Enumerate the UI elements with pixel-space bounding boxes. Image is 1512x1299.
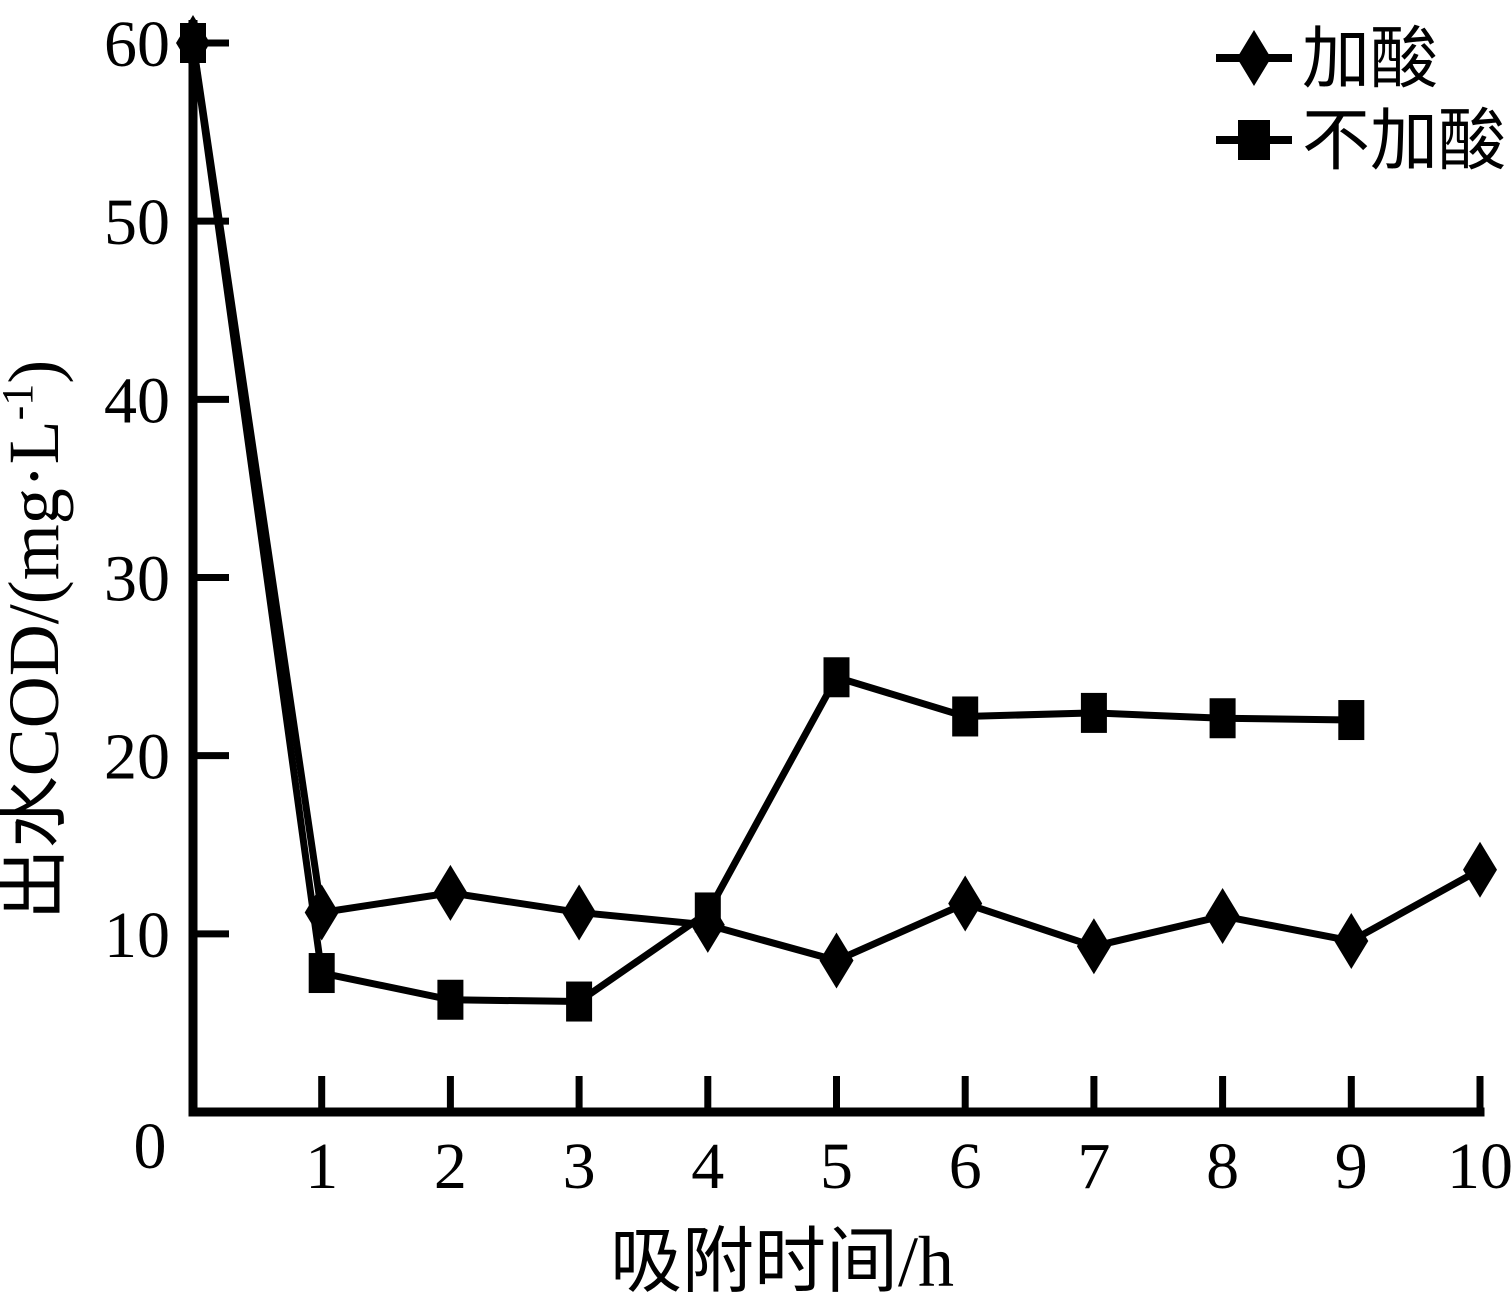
y-tick-label-60: 60 — [104, 8, 170, 81]
y-axis-title: 出水COD/(mg·L-1) — [0, 360, 74, 921]
legend-item-0: 加酸 — [1216, 21, 1438, 97]
series-0 — [176, 15, 1497, 989]
square-marker — [1080, 692, 1107, 733]
y-tick-label-40: 40 — [104, 364, 170, 437]
diamond-marker — [1463, 841, 1497, 898]
square-marker — [694, 892, 721, 933]
x-tick-label-2: 2 — [434, 1130, 467, 1203]
y-tick-label-10: 10 — [104, 899, 170, 972]
x-tick-label-3: 3 — [563, 1130, 596, 1203]
series-line — [189, 42, 1482, 965]
x-tick-label-1: 1 — [305, 1130, 338, 1203]
square-marker — [952, 696, 979, 737]
x-tick-label-5: 5 — [820, 1130, 853, 1203]
data-series — [176, 15, 1497, 1022]
y-tick-label-30: 30 — [104, 543, 170, 616]
square-marker — [1238, 120, 1270, 160]
y-tick-label-20: 20 — [104, 721, 170, 794]
square-marker — [308, 953, 335, 994]
square-marker — [180, 23, 206, 63]
legend-item-1: 不加酸 — [1216, 103, 1506, 179]
diamond-marker — [433, 864, 468, 921]
series-1 — [180, 23, 1365, 1022]
diamond-marker — [1205, 888, 1240, 945]
legend-label: 加酸 — [1302, 21, 1438, 97]
x-tick-label-9: 9 — [1335, 1130, 1368, 1203]
x-tick-label-8: 8 — [1206, 1130, 1239, 1203]
x-tick-label-6: 6 — [949, 1130, 982, 1203]
y-axis-title-close: ) — [0, 360, 74, 384]
diamond-marker — [1076, 918, 1111, 975]
square-marker — [1338, 700, 1365, 741]
diamond-marker — [562, 884, 597, 941]
x-tick-label-4: 4 — [691, 1130, 724, 1203]
diamond-marker — [819, 932, 854, 989]
y-axis-title-superscript: -1 — [0, 384, 42, 421]
legend-label: 不加酸 — [1302, 103, 1506, 179]
y-axis-title-base: 出水COD/(mg·L — [0, 420, 74, 920]
x-tick-label-7: 7 — [1077, 1130, 1110, 1203]
diamond-marker — [1334, 912, 1369, 969]
square-marker — [823, 657, 850, 698]
x-tick-label-10: 10 — [1447, 1130, 1512, 1203]
axes: 1 2 3 4 5 6 7 8 9 10 10 20 30 40 50 60 0 — [104, 8, 1512, 1203]
y-tick-label-50: 50 — [104, 186, 170, 259]
diamond-marker — [948, 875, 983, 932]
series-line — [189, 42, 1352, 1006]
square-marker — [566, 981, 593, 1022]
square-marker — [437, 979, 464, 1020]
diamond-marker — [1237, 30, 1271, 86]
origin-label: 0 — [134, 1110, 167, 1183]
square-marker — [1209, 698, 1236, 739]
x-axis-title: 吸附时间/h — [610, 1222, 954, 1299]
